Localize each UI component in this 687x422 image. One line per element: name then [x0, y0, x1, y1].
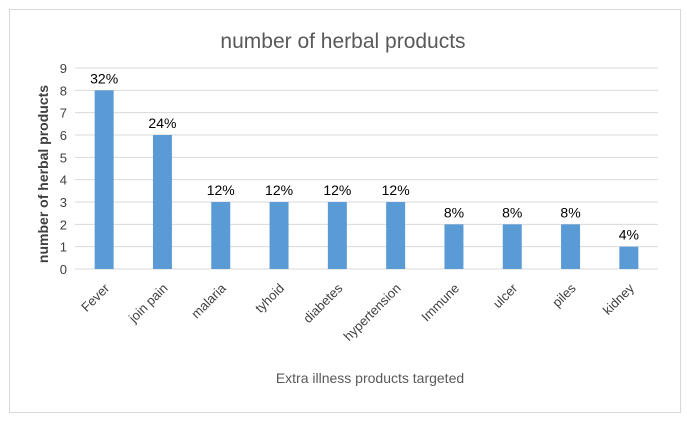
data-label: 12%	[382, 182, 410, 198]
bar	[386, 202, 406, 269]
y-tick-label: 9	[60, 61, 67, 76]
data-label: 4%	[619, 227, 639, 243]
x-tick-label: kidney	[600, 280, 638, 318]
y-tick-label: 1	[60, 240, 67, 255]
x-tick-label: ulcer	[490, 280, 521, 311]
x-tick-label: hypertension	[341, 281, 404, 344]
data-label: 8%	[502, 204, 522, 220]
y-tick-label: 0	[60, 262, 67, 277]
data-label: 8%	[560, 204, 580, 220]
x-tick-label: Fever	[78, 280, 113, 315]
x-tick-label: diabetes	[300, 280, 346, 326]
chart-title: number of herbal products	[220, 30, 465, 53]
bar	[444, 224, 464, 269]
x-tick-label: malaria	[188, 280, 229, 321]
y-axis-title: number of herbal products	[35, 85, 51, 263]
data-label: 24%	[148, 115, 176, 131]
bar	[502, 224, 522, 269]
y-tick-label: 8	[60, 83, 67, 98]
y-tick-label: 7	[60, 106, 67, 121]
x-tick-label: tyhoid	[252, 281, 287, 316]
bar	[327, 202, 347, 269]
data-label: 32%	[90, 70, 118, 86]
y-tick-label: 6	[60, 128, 67, 143]
x-tick-label: join pain	[125, 281, 171, 327]
bar	[152, 135, 172, 269]
x-tick-label: Immune	[418, 281, 462, 325]
y-tick-label: 5	[60, 150, 67, 165]
bar	[211, 202, 231, 269]
data-label: 12%	[265, 182, 293, 198]
data-label: 12%	[323, 182, 351, 198]
y-tick-label: 4	[60, 173, 67, 188]
bar	[619, 246, 639, 269]
x-tick-label: piles	[549, 280, 579, 310]
y-tick-label: 2	[60, 217, 67, 232]
data-label: 8%	[444, 204, 464, 220]
bar	[269, 202, 289, 269]
bar	[561, 224, 581, 269]
y-tick-label: 3	[60, 195, 67, 210]
x-axis-title: Extra illness products targeted	[276, 370, 464, 386]
data-label: 12%	[207, 182, 235, 198]
bar	[94, 90, 114, 269]
